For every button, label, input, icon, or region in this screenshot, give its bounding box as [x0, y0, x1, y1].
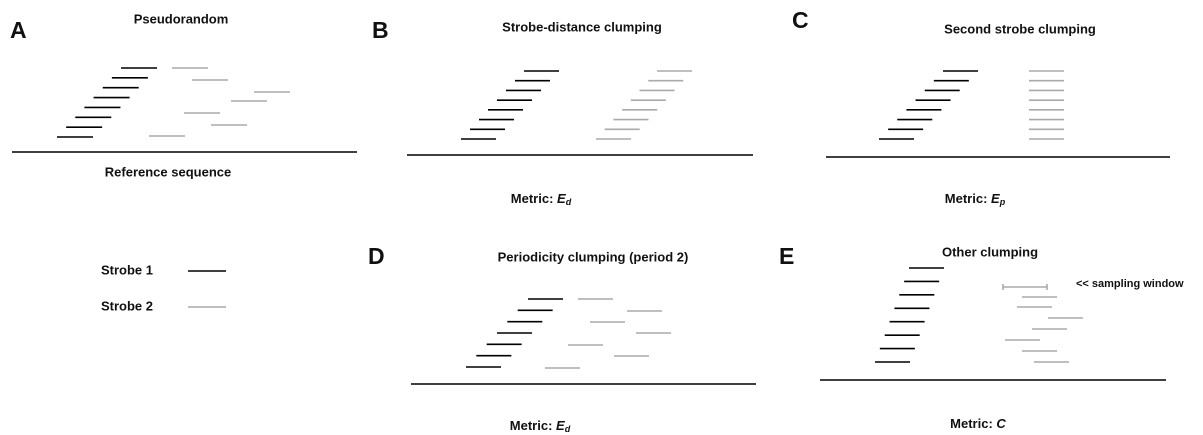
metric-prefix: Metric:: [950, 416, 993, 431]
panel-letter: D: [368, 243, 385, 269]
legend-label: Strobe 2: [101, 298, 153, 313]
metric-subscript: d: [565, 424, 571, 434]
metric-prefix: Metric:: [511, 191, 554, 206]
metric: Metric: C: [950, 416, 1006, 431]
metric-subscript: p: [999, 197, 1006, 207]
metric: Metric: Ep: [945, 191, 1006, 207]
panel-letter: B: [372, 17, 389, 43]
panel-letter: E: [779, 243, 794, 269]
panel-letter: A: [10, 17, 27, 43]
metric-prefix: Metric:: [945, 191, 988, 206]
metric-symbol: E: [991, 191, 1000, 206]
metric: Metric: Ed: [510, 418, 571, 434]
metric: Metric: Ed: [511, 191, 572, 207]
panel-letter: C: [792, 7, 809, 33]
panel-title: Strobe-distance clumping: [502, 19, 662, 34]
annotation: << sampling window: [1076, 278, 1184, 290]
metric-subscript: d: [566, 197, 572, 207]
panel-title: Pseudorandom: [134, 11, 229, 26]
panel-title: Periodicity clumping (period 2): [498, 249, 689, 264]
reference-label: Reference sequence: [105, 164, 231, 179]
metric-symbol: E: [556, 418, 565, 433]
metric-symbol: E: [557, 191, 566, 206]
metric-prefix: Metric:: [510, 418, 553, 433]
panel-title: Second strobe clumping: [944, 21, 1096, 36]
metric-symbol: C: [996, 416, 1006, 431]
legend-label: Strobe 1: [101, 262, 153, 277]
panel-title: Other clumping: [942, 244, 1038, 259]
